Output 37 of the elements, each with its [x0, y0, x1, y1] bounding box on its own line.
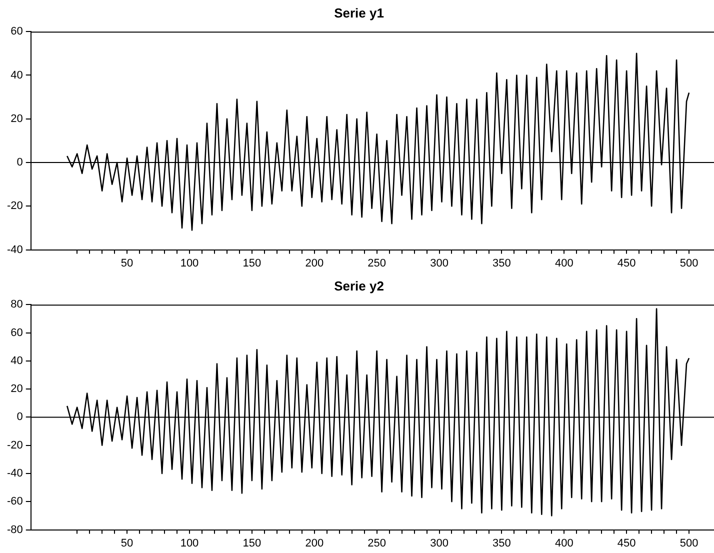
x-tick-label: 400 — [554, 537, 574, 550]
y-tick-label: -20 — [6, 200, 23, 212]
chart-title: Serie y1 — [334, 5, 384, 20]
y-tick-label: 20 — [10, 112, 23, 125]
x-tick-label: 250 — [368, 537, 386, 550]
y-tick-label: 40 — [10, 354, 23, 367]
y-tick-label: 40 — [10, 69, 23, 82]
x-tick-label: 450 — [617, 537, 636, 550]
y-tick-label: 20 — [10, 383, 23, 396]
x-tick-label: 500 — [680, 257, 698, 270]
x-tick-label: 400 — [554, 257, 574, 270]
y-tick-label: 0 — [16, 411, 23, 424]
x-tick-label: 150 — [242, 537, 262, 550]
y-tick-label: -60 — [6, 496, 23, 508]
chart-title: Serie y2 — [334, 278, 384, 294]
x-tick-label: 350 — [492, 537, 511, 550]
x-tick-label: 100 — [180, 257, 199, 270]
x-tick-label: 200 — [305, 537, 324, 550]
y-tick-label: -40 — [6, 468, 23, 480]
y-tick-label: 60 — [10, 26, 23, 38]
y-tick-label: 0 — [16, 156, 23, 169]
y-tick-label: -20 — [6, 439, 23, 452]
x-tick-label: 50 — [120, 257, 134, 270]
x-tick-label: 250 — [368, 257, 386, 270]
x-tick-label: 50 — [120, 537, 134, 550]
x-tick-label: 450 — [617, 257, 636, 270]
x-tick-label: 300 — [430, 257, 448, 270]
y-tick-label: -80 — [6, 524, 23, 536]
y-tick-label: 60 — [10, 326, 23, 339]
x-tick-label: 300 — [430, 537, 448, 550]
x-tick-label: 200 — [305, 257, 324, 270]
y-tick-label: -40 — [6, 244, 23, 256]
x-tick-label: 500 — [680, 537, 698, 550]
y-tick-label: 80 — [10, 298, 23, 311]
x-tick-label: 150 — [242, 257, 262, 270]
x-tick-label: 350 — [492, 257, 511, 270]
x-tick-label: 100 — [180, 537, 199, 550]
